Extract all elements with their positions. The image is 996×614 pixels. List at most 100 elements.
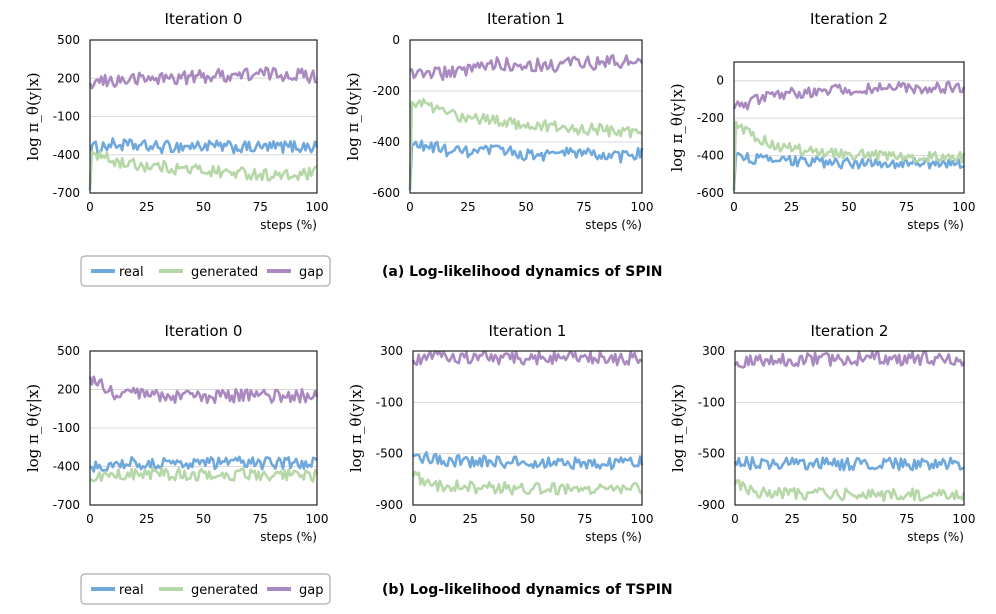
series-line-real xyxy=(88,137,319,190)
x-tick-label: 25 xyxy=(784,200,799,214)
chart-panel-4: 300 -100 -500 -900 0 25 50 75 100 Iteration 1 step… xyxy=(347,322,653,544)
y-tick-label: -100 xyxy=(53,421,80,435)
chart-title: Iteration 1 xyxy=(489,322,567,340)
x-tick-label: 25 xyxy=(139,200,154,214)
series-line-real xyxy=(89,455,318,473)
y-tick-label: -700 xyxy=(53,186,80,200)
y-tick-label: -400 xyxy=(53,460,80,474)
plot-frame xyxy=(412,350,643,506)
legend-label-real: real xyxy=(119,265,144,280)
legend-1: real generated gap (b) Log-likelihood dynam… xyxy=(80,573,673,605)
x-tick-label: 0 xyxy=(730,200,738,214)
chart-title: Iteration 1 xyxy=(487,10,565,28)
legend-label-gap: gap xyxy=(299,265,323,280)
x-tick-label: 75 xyxy=(899,200,914,214)
x-tick-label: 75 xyxy=(253,200,268,214)
series-line-generated xyxy=(89,466,319,483)
y-tick-label: -400 xyxy=(373,135,400,149)
chart-panel-2: 0 -200 -400 -600 0 25 50 75 100 Iteration 2 steps … xyxy=(668,10,975,232)
chart-title: Iteration 2 xyxy=(811,322,889,340)
plot-frame xyxy=(734,350,965,506)
plot-frame xyxy=(409,39,643,194)
x-axis-label: steps (%) xyxy=(585,530,642,544)
y-tick-label: -200 xyxy=(697,111,724,125)
y-axis-label: log π_θ(y|x) xyxy=(669,384,687,472)
y-axis-label: log π_θ(y|x) xyxy=(24,384,42,472)
y-axis-label: log π_θ(y|x) xyxy=(24,72,42,160)
series-line-generated xyxy=(411,470,643,496)
x-tick-label: 25 xyxy=(463,512,478,526)
y-tick-label: 500 xyxy=(57,33,80,47)
x-tick-label: 50 xyxy=(841,200,856,214)
y-tick-label: -500 xyxy=(376,447,403,461)
chart-panel-0: 500 200 -100 -400 -700 0 25 50 75 100 Iteration 0 s… xyxy=(24,10,328,232)
plot-frame xyxy=(89,350,318,506)
legend-0: real generated gap (a) Log-likelihood dynam… xyxy=(80,255,663,287)
x-tick-label: 100 xyxy=(631,512,654,526)
legend-box xyxy=(80,255,331,287)
legend-label-generated: generated xyxy=(191,265,258,280)
x-tick-label: 50 xyxy=(520,512,535,526)
chart-panel-5: 300 -100 -500 -900 0 25 50 75 100 Iteration 2 step… xyxy=(669,322,975,544)
x-tick-label: 25 xyxy=(785,512,800,526)
series-line-gap xyxy=(409,53,644,82)
x-tick-label: 100 xyxy=(953,200,976,214)
x-tick-label: 50 xyxy=(518,200,533,214)
legend-label-gap: gap xyxy=(299,583,323,598)
y-axis-label: log π_θ(y|x) xyxy=(347,384,365,472)
y-axis-label: log π_θ(y|x) xyxy=(344,72,362,160)
x-axis-label: steps (%) xyxy=(260,530,317,544)
x-tick-label: 75 xyxy=(253,512,268,526)
series-line-gap xyxy=(411,350,643,367)
y-tick-label: -600 xyxy=(373,186,400,200)
chart-title: Iteration 0 xyxy=(165,10,243,28)
series-line-real xyxy=(412,450,644,471)
x-tick-label: 100 xyxy=(306,512,329,526)
x-tick-label: 0 xyxy=(409,512,417,526)
chart-panel-3: 500 200 -100 -400 -700 0 25 50 75 100 Iteration 0 s… xyxy=(24,322,328,544)
figure-caption: (a) Log-likelihood dynamics of SPIN xyxy=(382,264,663,280)
legend-label-generated: generated xyxy=(191,583,258,598)
y-tick-label: 200 xyxy=(57,383,80,397)
x-axis-label: steps (%) xyxy=(585,218,642,232)
chart-panel-1: 0 -200 -400 -600 0 25 50 75 100 Iteration 1 steps … xyxy=(344,10,653,232)
series-line-real xyxy=(733,455,965,472)
x-tick-label: 100 xyxy=(953,512,976,526)
x-axis-label: steps (%) xyxy=(907,530,964,544)
series-line-gap xyxy=(88,66,318,90)
x-tick-label: 50 xyxy=(842,512,857,526)
figure-caption: (b) Log-likelihood dynamics of TSPIN xyxy=(382,582,673,598)
y-tick-label: -400 xyxy=(697,149,724,163)
x-tick-label: 0 xyxy=(731,512,739,526)
legend-label-real: real xyxy=(119,583,144,598)
series-line-generated xyxy=(88,150,318,190)
y-tick-label: -700 xyxy=(53,498,80,512)
y-axis-label: log π_θ(y|x) xyxy=(668,83,686,171)
plot-frame xyxy=(733,61,965,194)
chart-title: Iteration 0 xyxy=(165,322,243,340)
x-tick-label: 0 xyxy=(86,512,94,526)
series-line-gap xyxy=(732,80,966,111)
y-tick-label: -600 xyxy=(697,186,724,200)
x-tick-label: 75 xyxy=(576,200,591,214)
x-axis-label: steps (%) xyxy=(260,218,317,232)
y-tick-label: 200 xyxy=(57,71,80,85)
y-tick-label: 300 xyxy=(380,344,403,358)
x-tick-label: 25 xyxy=(139,512,154,526)
series-line-gap xyxy=(733,350,966,369)
y-tick-label: 300 xyxy=(702,344,725,358)
y-tick-label: -500 xyxy=(698,447,725,461)
x-tick-label: 25 xyxy=(460,200,475,214)
x-tick-label: 100 xyxy=(631,200,654,214)
x-tick-label: 75 xyxy=(899,512,914,526)
y-tick-label: -100 xyxy=(698,395,725,409)
y-tick-label: -100 xyxy=(53,110,80,124)
x-tick-label: 50 xyxy=(196,200,211,214)
plot-frame xyxy=(89,39,318,194)
series-line-generated xyxy=(733,479,966,503)
series-line-gap xyxy=(88,375,319,405)
x-tick-label: 75 xyxy=(577,512,592,526)
y-tick-label: -100 xyxy=(376,395,403,409)
